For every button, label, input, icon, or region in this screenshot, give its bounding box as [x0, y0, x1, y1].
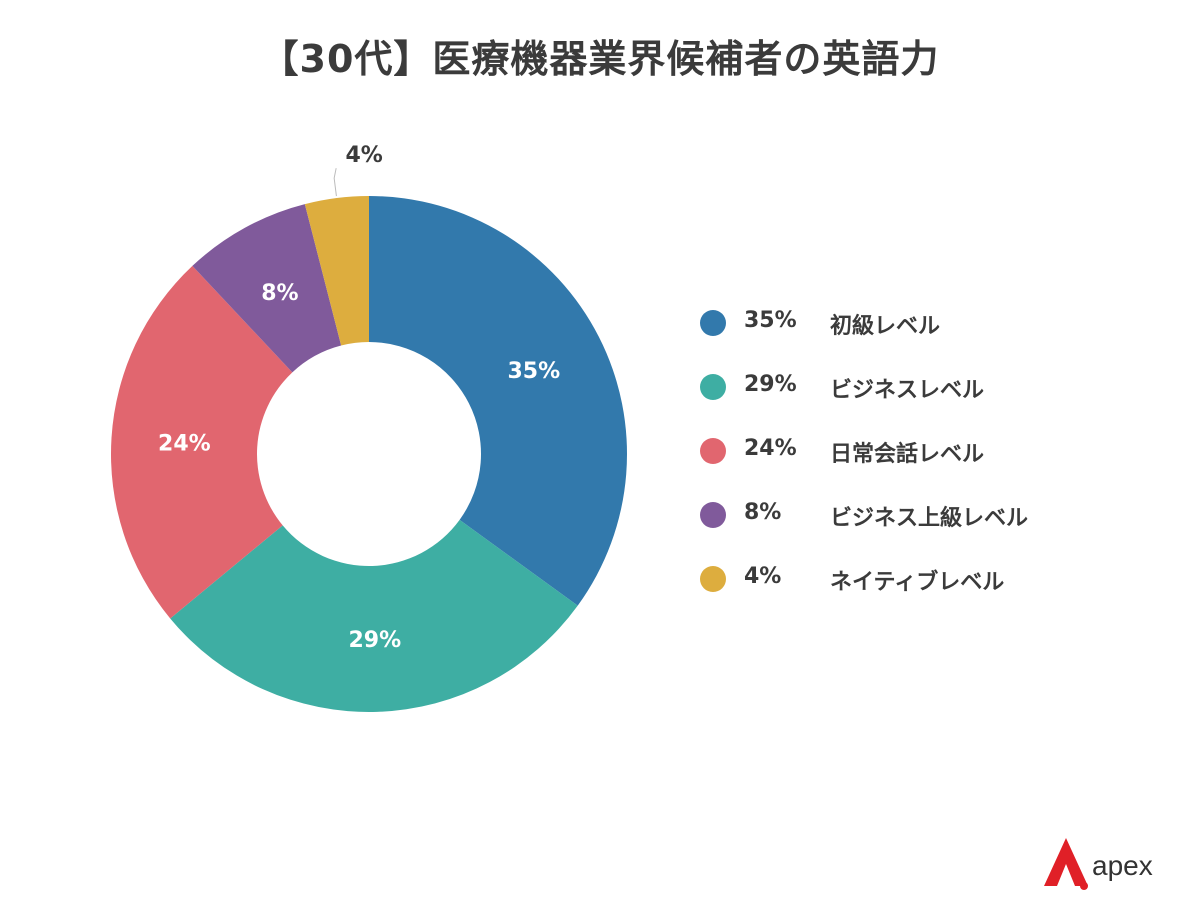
- slice-leader-line-5: [333, 168, 337, 197]
- legend-item-4: 8% ビジネス上級レベル: [700, 498, 1060, 534]
- legend-label: 日常会話レベル: [830, 442, 985, 467]
- donut-slice-1: [369, 196, 627, 606]
- apex-logo: apex: [1042, 836, 1172, 892]
- legend-percent: 24%: [744, 436, 797, 461]
- legend-swatch: [700, 310, 726, 336]
- legend-item-1: 35% 初級レベル: [700, 306, 1060, 342]
- slice-data-label-3: 24%: [158, 431, 211, 456]
- apex-logo-text: apex: [1092, 850, 1153, 881]
- legend-swatch: [700, 502, 726, 528]
- legend-item-3: 24% 日常会話レベル: [700, 434, 1060, 470]
- legend-swatch: [700, 374, 726, 400]
- chart-title: 【30代】医療機器業界候補者の英語力: [260, 37, 940, 81]
- legend-label: ビジネス上級レベル: [830, 506, 1029, 531]
- donut-slice-3: [110, 265, 293, 619]
- legend-percent: 4%: [744, 564, 782, 589]
- legend-label: ネイティブレベル: [830, 570, 1005, 595]
- slice-data-label-4: 8%: [261, 281, 298, 306]
- legend-label: ビジネスレベル: [830, 378, 985, 403]
- legend-item-5: 4% ネイティブレベル: [700, 562, 1060, 598]
- legend-swatch: [700, 438, 726, 464]
- slice-data-label-5: 4%: [345, 143, 382, 168]
- donut-slice-5: [304, 196, 369, 346]
- legend-swatch: [700, 566, 726, 592]
- apex-logo-mark-icon: [1044, 838, 1088, 890]
- donut-slice-2: [170, 519, 578, 712]
- slice-data-label-2: 29%: [348, 628, 401, 653]
- legend-percent: 29%: [744, 372, 797, 397]
- legend-percent: 8%: [744, 500, 782, 525]
- legend-item-2: 29% ビジネスレベル: [700, 370, 1060, 406]
- legend-label: 初級レベル: [830, 314, 941, 339]
- legend-percent: 35%: [744, 308, 797, 333]
- donut-slice-4: [192, 204, 342, 373]
- slice-data-label-1: 35%: [508, 359, 561, 384]
